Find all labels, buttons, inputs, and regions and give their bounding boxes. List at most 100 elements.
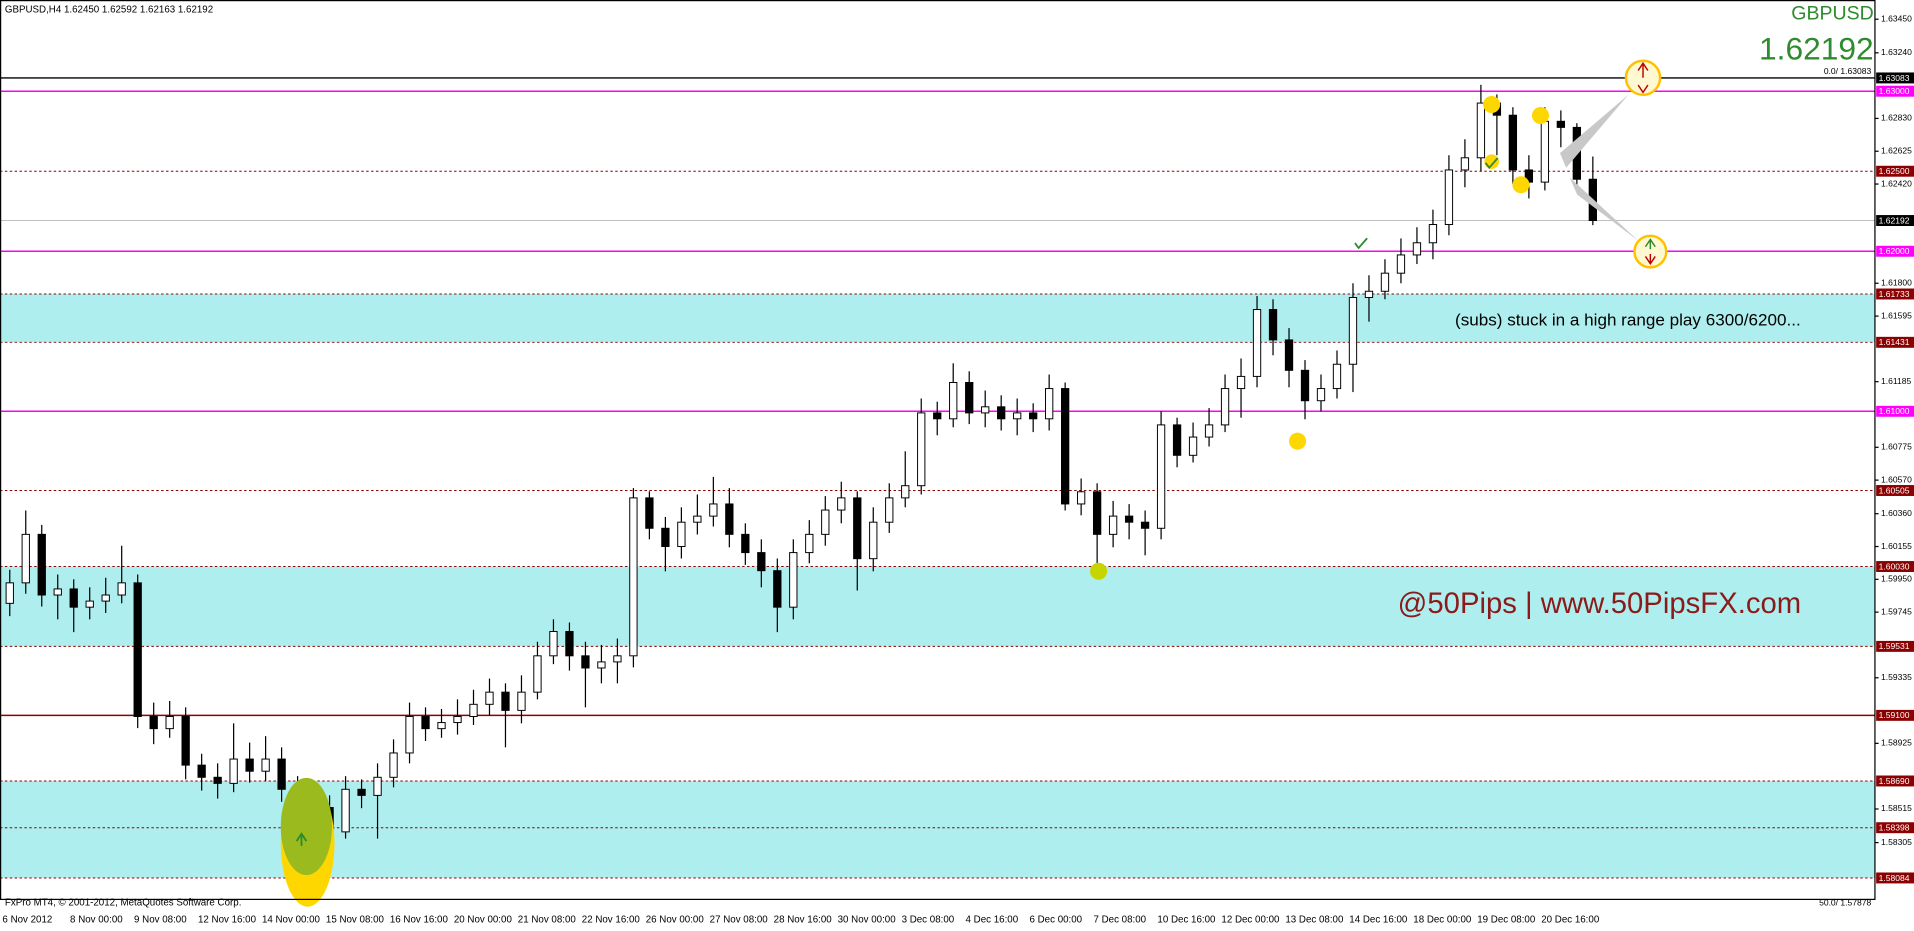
level-box [1876,561,1914,572]
x-tick-label: 12 Dec 00:00 [1221,915,1280,926]
candle-body [741,533,750,554]
level-box [1876,215,1914,226]
candle-body [485,691,494,705]
level-label: 1.61000 [1879,406,1910,416]
candle-body [1268,309,1278,341]
candle-body [69,588,78,608]
candle-body [229,758,238,784]
level-label: 1.62192 [1879,215,1910,225]
level-label: 1.59531 [1879,641,1910,651]
candle-body [1428,224,1438,244]
candle-body [1204,424,1214,438]
candle-body [869,521,878,560]
x-tick-label: 28 Nov 16:00 [774,915,833,926]
candle-body [1380,272,1390,292]
x-tick-label: 16 Nov 16:00 [390,915,449,926]
candle-body [453,715,462,724]
symbol: GBPUSD [1791,3,1873,25]
arrow-icon [1637,61,1649,94]
candle-body [197,764,206,778]
candle-body [1540,120,1550,183]
x-tick-label: 20 Dec 16:00 [1541,915,1600,926]
candle-body [533,655,542,693]
y-tick-label: 1.60360 [1881,508,1912,518]
marker [1484,154,1499,169]
x-tick-label: 26 Nov 00:00 [646,915,705,926]
candle-body [373,776,382,796]
candle-body [885,497,894,523]
x-tick-label: 4 Dec 16:00 [966,915,1019,926]
candle-body [1029,412,1038,420]
x-tick-label: 6 Dec 00:00 [1030,915,1083,926]
candle-body [773,570,782,608]
marker [1531,106,1550,124]
arrow-icon [295,832,308,846]
candle-body [709,503,718,517]
chart-title: GBPUSD,H4 1.62450 1.62592 1.62163 1.6219… [5,4,213,15]
x-tick-label: 30 Nov 00:00 [838,915,897,926]
candle-body [1556,120,1566,128]
y-tick-label: 1.60570 [1881,474,1912,484]
fib-label: 0.0/ 1.63083 [1824,66,1872,76]
candle-body [981,406,990,414]
check-icon [1354,237,1368,250]
x-tick-label: 19 Dec 08:00 [1477,915,1536,926]
target-ring [1633,234,1668,269]
fib-label: 50.0/ 1.57878 [1819,897,1871,907]
candle-body [1460,157,1470,171]
candle-body [181,715,190,766]
candle-body [1508,114,1518,171]
x-tick-label: 12 Nov 16:00 [198,915,257,926]
candle-body [53,588,62,596]
candle-body [901,485,910,499]
candle-body [37,533,46,596]
x-tick-label: 21 Nov 08:00 [518,915,577,926]
candle-body [261,758,270,772]
y-tick-label: 1.59745 [1881,606,1912,616]
candle-body [165,715,174,730]
candle-body [997,406,1006,420]
marker [1512,176,1530,194]
level-box [1876,485,1914,496]
marker [1090,562,1108,580]
level-label: 1.58690 [1879,776,1910,786]
level-box [1876,245,1914,257]
x-tick-label: 18 Dec 00:00 [1413,915,1472,926]
candle-body [1140,521,1150,529]
x-tick-label: 14 Dec 16:00 [1349,915,1408,926]
candle-body [933,412,942,420]
candle-body [917,412,926,487]
level-label: 1.63083 [1879,73,1910,83]
projection [1560,94,1629,168]
candle-body [277,758,286,790]
candle-body [1316,388,1326,402]
candle-body [1045,388,1054,420]
levels [0,77,1875,879]
x-tick-label: 3 Dec 08:00 [902,915,955,926]
x-tick-label: 13 Dec 08:00 [1285,915,1344,926]
candle-body [1124,515,1134,523]
y-tick-label: 1.60775 [1881,442,1912,452]
candle-body [149,715,158,730]
level-box [1876,822,1914,834]
candle-body [629,497,638,657]
marker [1289,432,1307,450]
y-tick-label: 1.61185 [1881,376,1911,386]
y-tick-label: 1.58305 [1881,837,1912,847]
candle-body [389,752,398,778]
candle-body [757,552,766,572]
candle-body [1236,375,1246,390]
level-label: 1.61733 [1879,289,1910,299]
candle-body [1061,388,1070,505]
highlight-ellipse [280,777,333,876]
candle-body [1188,436,1198,456]
candle-body [1013,412,1022,420]
y-tick-label: 1.62420 [1881,178,1912,188]
candle-body [469,703,478,717]
level-box [1876,709,1914,721]
x-tick-label: 22 Nov 16:00 [582,915,641,926]
level-box [1876,640,1914,652]
candle-body [1092,491,1102,535]
